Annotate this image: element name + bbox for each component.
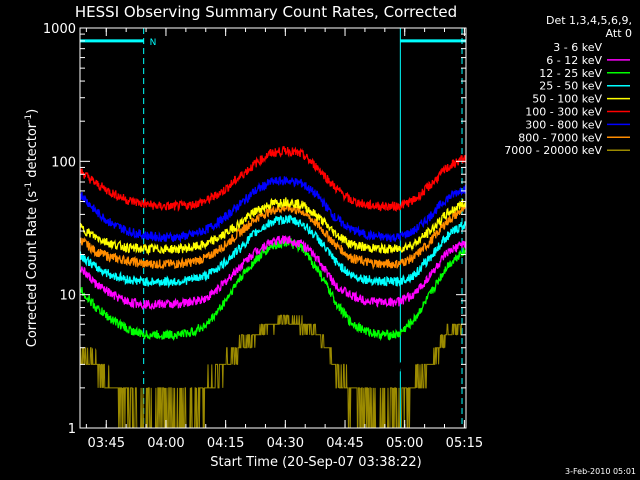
flag-label: N	[150, 38, 157, 48]
series-3-6keV-keV	[80, 260, 466, 375]
footer-timestamp: 3-Feb-2010 05:01	[565, 467, 636, 476]
plot-area: N	[80, 28, 466, 428]
series-line	[80, 197, 466, 256]
legend-label: 300 - 800 keV	[525, 118, 602, 131]
y-axis-label-end: )	[25, 109, 40, 114]
series-line	[80, 234, 466, 311]
legend-label: 100 - 300 keV	[525, 106, 602, 119]
x-tick-label: 05:00	[386, 436, 423, 451]
series-800-7000keV-keV	[80, 200, 466, 271]
x-tick-label: 04:00	[147, 436, 184, 451]
y-axis: 1 10 100 1000	[43, 22, 466, 437]
legend-label: 12 - 25 keV	[539, 67, 602, 80]
y-tick-label: 1000	[43, 22, 76, 37]
x-tick-label: 03:45	[88, 436, 125, 451]
legend-label: 3 - 6 keV	[553, 41, 602, 54]
legend-label: 800 - 7000 keV	[518, 131, 602, 144]
series-layer	[80, 145, 466, 428]
series-line	[80, 237, 466, 342]
series-7000-20000keV-keV	[80, 314, 466, 428]
series-100-300keV-keV	[80, 145, 466, 213]
x-axis-label: Start Time (20-Sep-07 03:38:22)	[210, 455, 421, 470]
series-line	[80, 145, 466, 213]
series-12-25keV-keV	[80, 237, 466, 342]
plot-frame	[79, 27, 467, 429]
series-50-100keV-keV	[80, 197, 466, 256]
series-300-800keV-keV	[80, 176, 466, 244]
legend-header-line-1: Det 1,3,4,5,6,9,	[546, 14, 632, 27]
x-axis: 03:45 04:00 04:15 04:30 04:45 05:00 05:15	[85, 28, 483, 451]
legend-header-line-2: Att 0	[606, 27, 632, 40]
series-line	[80, 176, 466, 244]
y-tick-label: 1	[68, 422, 76, 437]
legend-label: 50 - 100 keV	[532, 93, 602, 106]
series-6-12keV-keV	[80, 234, 466, 311]
chart-title: HESSI Observing Summary Count Rates, Cor…	[75, 3, 457, 21]
y-axis-label: Corrected Count Rate (s-1 detector-1)	[24, 109, 40, 347]
y-tick-label: 100	[51, 155, 76, 170]
series-25-50keV-keV	[80, 214, 466, 289]
legend-label: 7000 - 20000 keV	[504, 144, 602, 157]
x-tick-label: 04:45	[326, 436, 363, 451]
y-axis-label-main: Corrected Count Rate (s	[25, 191, 40, 348]
x-tick-label: 04:30	[267, 436, 304, 451]
series-line	[80, 260, 466, 375]
x-tick-label: 04:15	[207, 436, 244, 451]
y-tick-label: 10	[59, 289, 76, 304]
legend-label: 25 - 50 keV	[539, 80, 602, 93]
legend-label: 6 - 12 keV	[546, 54, 602, 67]
series-line	[80, 314, 466, 428]
y-axis-label-sup-2: -1	[24, 114, 34, 123]
y-axis-label-sup-1: -1	[24, 182, 34, 191]
y-axis-label-mid: detector	[25, 122, 40, 182]
series-line	[80, 214, 466, 289]
series-line	[80, 200, 466, 271]
flag-bars: N	[80, 38, 466, 48]
x-tick-label: 05:15	[446, 436, 483, 451]
